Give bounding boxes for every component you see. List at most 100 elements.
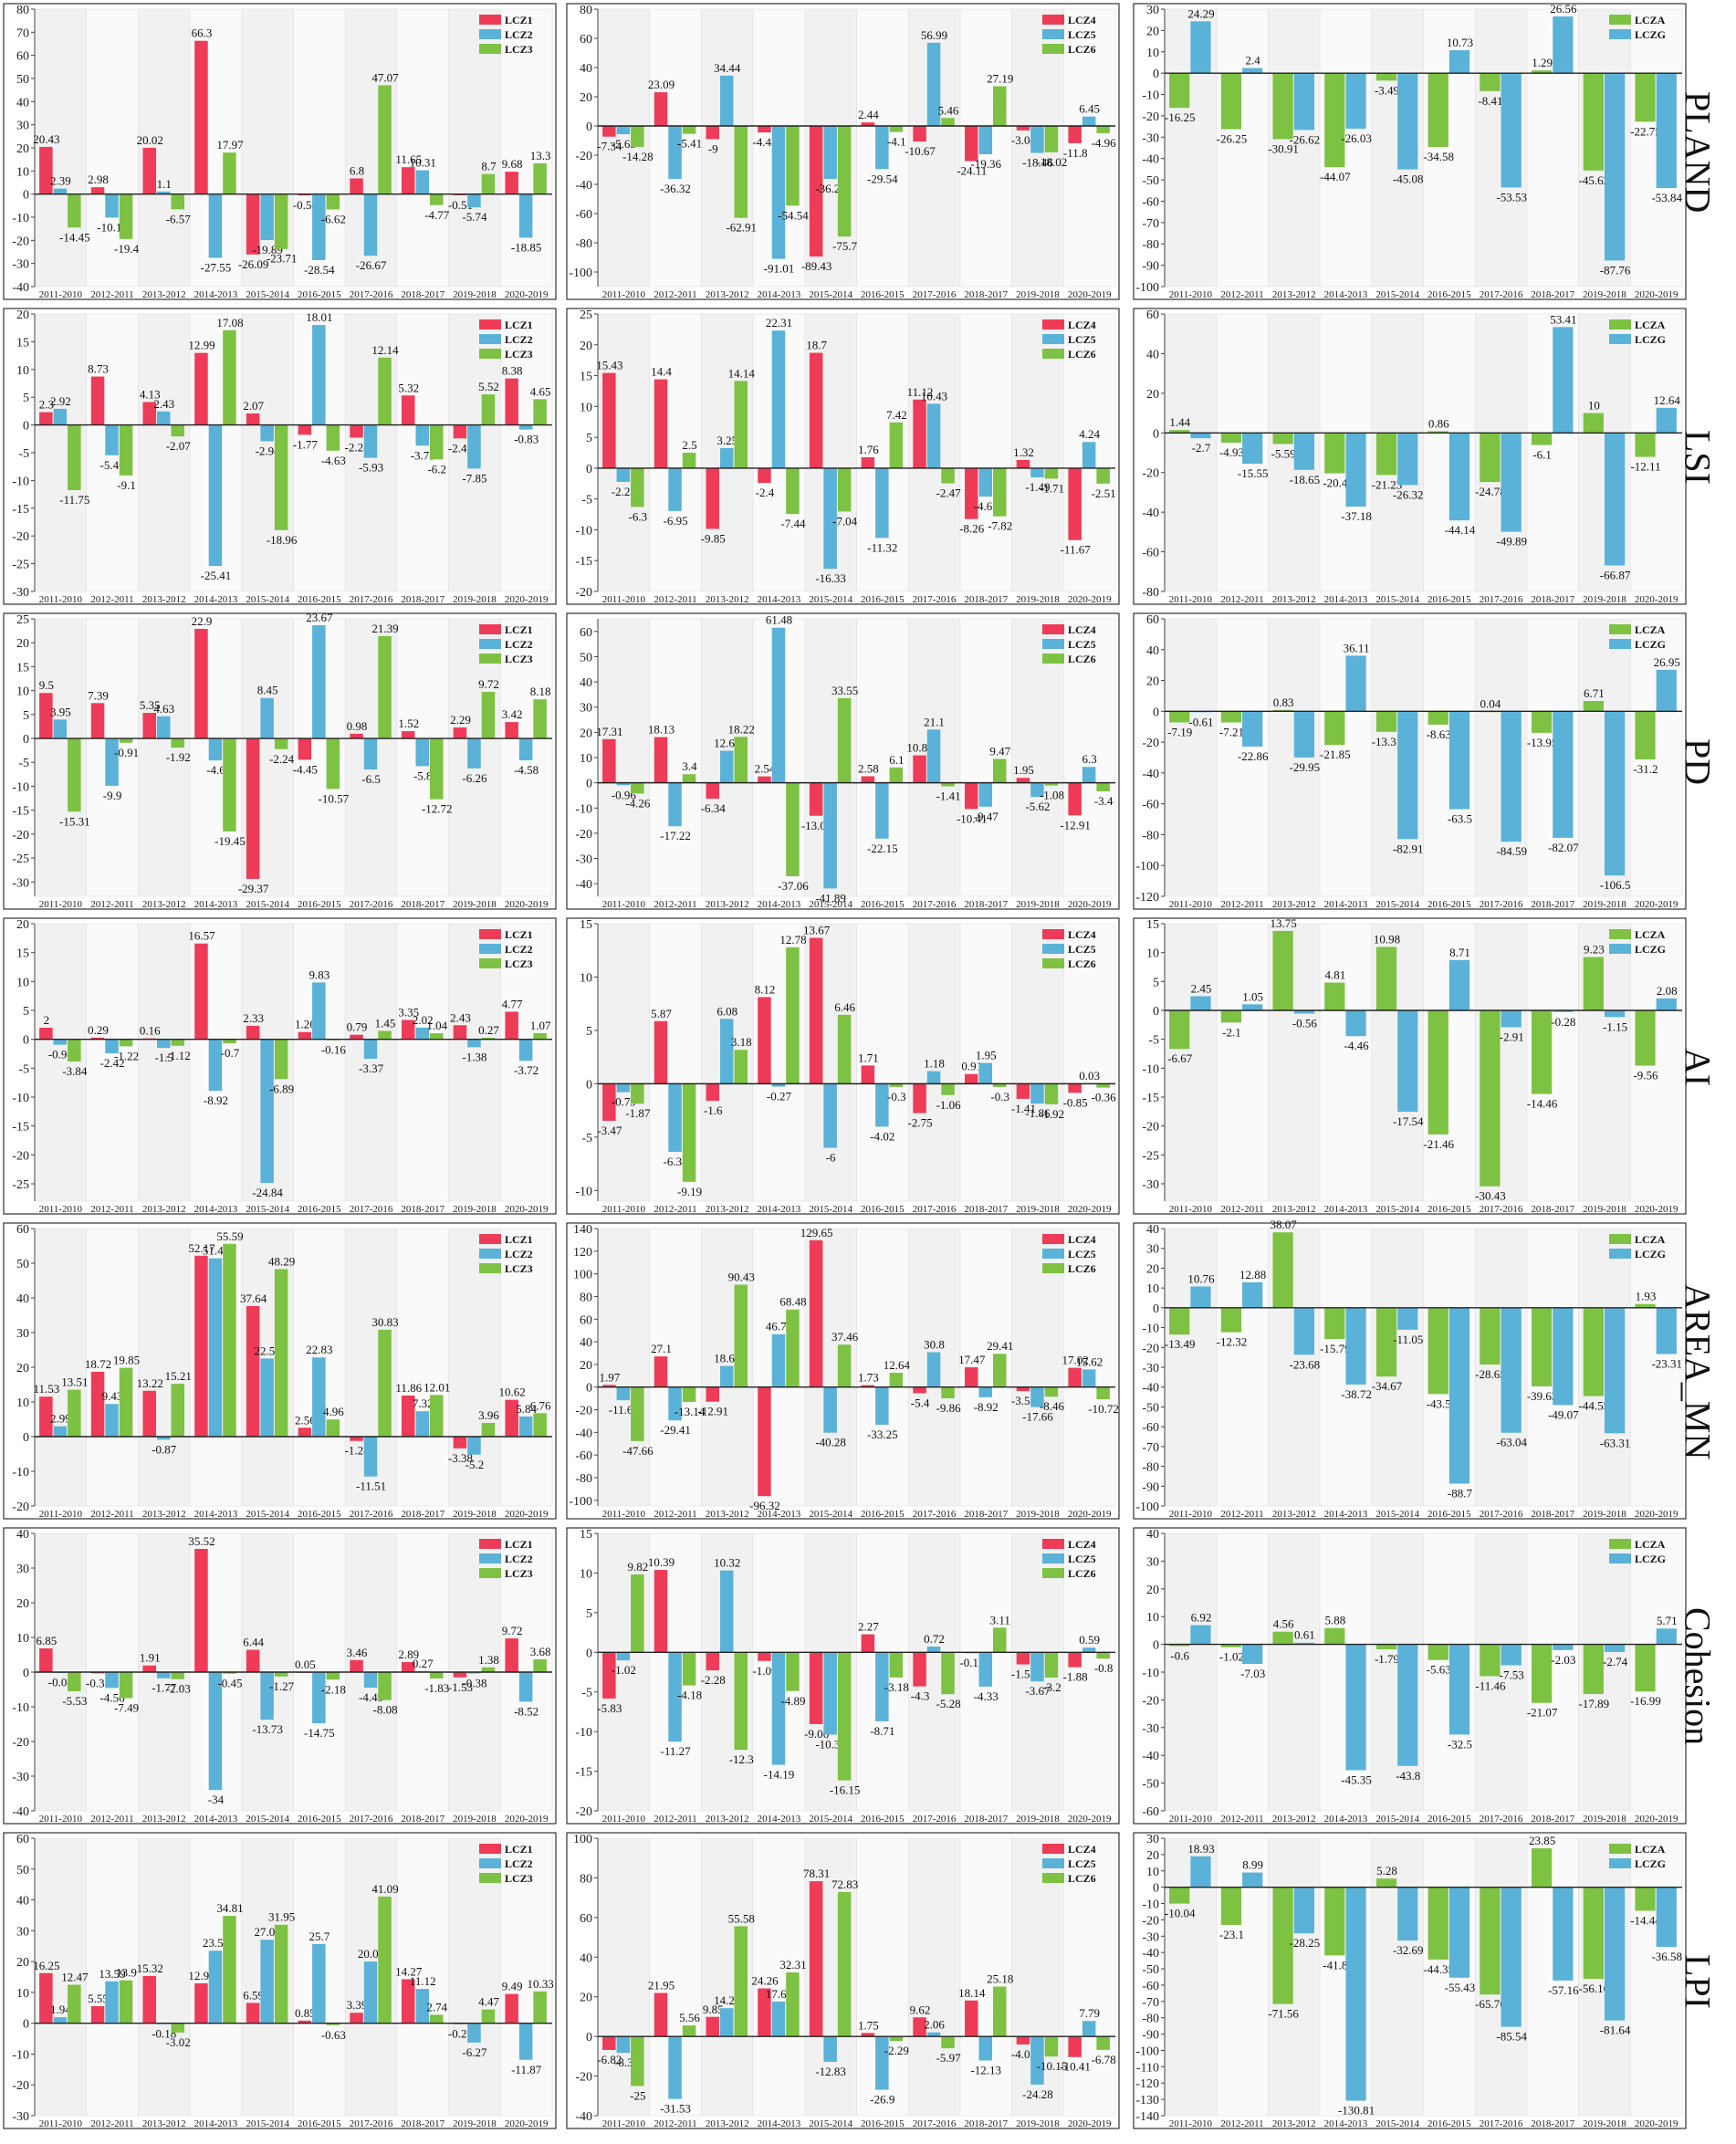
x-tick-label: 2012-2011 (1220, 2118, 1263, 2129)
data-label: -84.59 (1496, 844, 1527, 858)
bar-lczg-2012-2011 (1242, 711, 1263, 747)
bar-lcz3-2017-2016 (378, 635, 392, 739)
data-label: -7.82 (988, 519, 1012, 533)
data-label: -11.46 (1475, 1679, 1506, 1692)
y-tick-label: 30 (580, 702, 592, 716)
bar-lczg-2012-2011 (1242, 1281, 1263, 1308)
bar-lcz1-2013-2012 (142, 712, 157, 739)
bar-lczg-2017-2016 (1501, 711, 1522, 842)
x-tick-label: 2015-2014 (809, 1204, 852, 1215)
data-label: 9.85 (703, 2003, 724, 2016)
legend-label-lcz4: LCZ4 (1068, 1233, 1096, 1246)
x-tick-label: 2017-2016 (1480, 2118, 1523, 2129)
bar-lcza-2013-2012 (1272, 73, 1293, 140)
x-tick-label: 2017-2016 (350, 1509, 393, 1520)
bar-lcz2-2017-2016 (363, 424, 378, 458)
bar-lcz1-2020-2019 (505, 1638, 518, 1672)
data-label: -1.5 (154, 1051, 173, 1064)
data-label: -1.38 (462, 1050, 486, 1063)
data-label: -0.83 (514, 433, 539, 446)
category-band (499, 1837, 553, 2117)
bar-lcza-2013-2012 (1272, 1631, 1293, 1645)
bar-lcz4-2012-2011 (654, 379, 668, 468)
x-tick-label: 2015-2014 (1375, 1509, 1419, 1520)
data-label: 2.5 (682, 438, 696, 452)
bar-lcz4-2018-2017 (965, 126, 978, 162)
y-tick-label: -80 (575, 237, 592, 251)
data-label: 7.79 (1079, 2006, 1100, 2020)
x-tick-label: 2019-2018 (1583, 899, 1626, 910)
legend-swatch-lcz1 (479, 929, 501, 939)
data-label: -29.41 (660, 1423, 691, 1437)
bar-lczg-2018-2017 (1553, 1010, 1574, 1012)
y-tick-label: -20 (575, 828, 592, 842)
data-label: -5.28 (936, 1697, 961, 1710)
bar-lcz2-2019-2018 (467, 1437, 481, 1455)
y-tick-label: -50 (1142, 1778, 1159, 1792)
data-label: 9.68 (502, 157, 523, 171)
bar-lcz3-2020-2019 (533, 699, 547, 739)
category-band (86, 8, 139, 288)
data-label: 22.9 (192, 614, 213, 628)
legend-label-lcz6: LCZ6 (1068, 1872, 1096, 1885)
bar-lcza-2013-2012 (1272, 709, 1293, 712)
bar-lcza-2017-2016 (1480, 1887, 1501, 1995)
data-label: -1.87 (625, 1106, 651, 1120)
bar-lcz1-2011-2010 (39, 146, 53, 194)
category-band (597, 923, 651, 1202)
y-tick-label: 0 (1153, 68, 1159, 81)
data-label: 2.33 (243, 1011, 264, 1025)
bar-lcz4-2012-2011 (654, 1992, 668, 2037)
legend-swatch-lcz4 (1042, 1234, 1064, 1244)
bar-lcz5-2016-2015 (875, 782, 889, 839)
y-tick-label: 40 (1146, 348, 1159, 361)
data-label: -14.46 (1527, 1097, 1558, 1111)
data-label: -49.07 (1548, 1407, 1579, 1421)
y-tick-label: -60 (1142, 1421, 1159, 1435)
bar-lczg-2011-2010 (1190, 1286, 1211, 1308)
data-label: -38.72 (1341, 1387, 1372, 1401)
data-label: -23.31 (1651, 1356, 1682, 1370)
data-label: -4.49 (359, 1690, 383, 1704)
category-band (138, 923, 191, 1202)
data-label: -7.85 (462, 471, 486, 485)
data-label: -4.3 (911, 1689, 930, 1703)
data-label: -2.29 (884, 2044, 909, 2057)
bar-lcz6-2020-2019 (1096, 2036, 1110, 2050)
y-tick-label: -5 (18, 447, 29, 461)
legend-swatch-lcz5 (1042, 639, 1064, 649)
bar-lcz4-2020-2019 (1068, 782, 1082, 816)
bar-lcz1-2018-2017 (402, 731, 415, 739)
data-label: -6 (826, 1151, 836, 1165)
y-tick-label: -10 (12, 1092, 29, 1105)
data-label: 56.99 (921, 28, 947, 42)
data-label: -1.79 (1375, 1652, 1399, 1666)
data-label: 0.03 (1079, 1069, 1100, 1082)
data-label: -6.27 (462, 2045, 487, 2059)
bar-lcz2-2015-2014 (260, 1358, 274, 1437)
x-tick-label: 2013-2012 (706, 594, 749, 605)
y-tick-label: 5 (23, 709, 29, 723)
bar-lcz6-2017-2016 (941, 1652, 955, 1695)
y-tick-label: -80 (1142, 2013, 1159, 2026)
bar-lcz3-2015-2014 (274, 1672, 288, 1677)
bar-lcza-2016-2015 (1427, 1644, 1448, 1660)
data-label: -1.02 (612, 1663, 636, 1677)
bar-lcz6-2015-2014 (837, 126, 852, 237)
data-label: -1.15 (1603, 1020, 1627, 1033)
bar-lcz2-2017-2016 (363, 1672, 378, 1689)
bar-lcz3-2020-2019 (533, 1413, 547, 1437)
data-label: -1.53 (1011, 1668, 1036, 1681)
bar-lcz3-2012-2011 (119, 738, 133, 743)
bar-lcz4-2019-2018 (1016, 1386, 1030, 1392)
data-label: -87.76 (1600, 263, 1631, 277)
bar-lczg-2016-2015 (1448, 1307, 1470, 1484)
y-tick-label: -20 (12, 530, 29, 544)
bar-lcz6-2011-2010 (631, 1083, 644, 1104)
x-tick-label: 2016-2015 (861, 1509, 905, 1520)
x-tick-label: 2020-2019 (505, 594, 549, 605)
y-tick-label: 15 (1146, 918, 1159, 932)
y-tick-label: 10 (16, 1396, 29, 1410)
y-tick-label: 30 (16, 1563, 29, 1576)
bar-lcz2-2018-2017 (415, 1027, 429, 1040)
